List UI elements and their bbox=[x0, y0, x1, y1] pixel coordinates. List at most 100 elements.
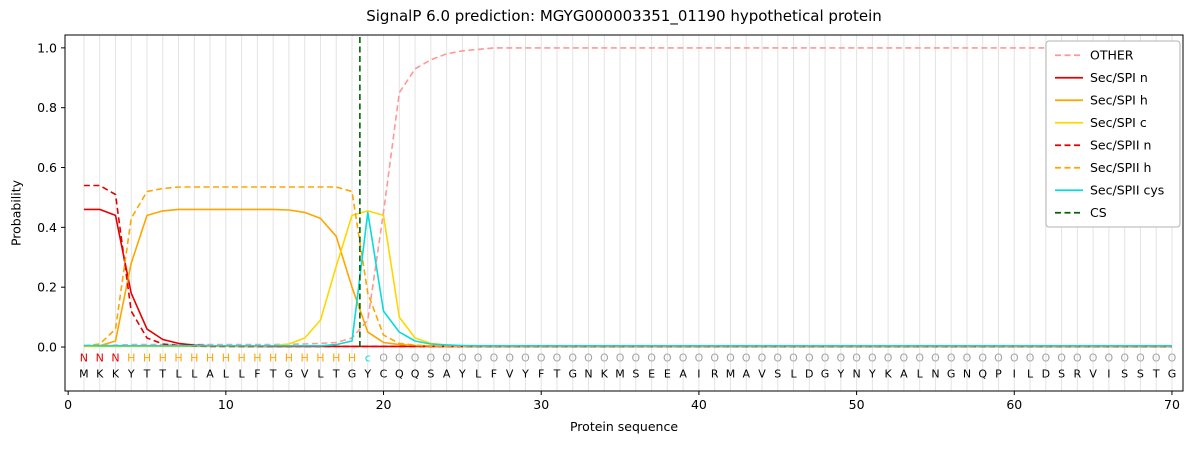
residue-letter: R bbox=[711, 368, 719, 381]
region-label: N bbox=[111, 351, 119, 364]
x-axis-label: Protein sequence bbox=[569, 419, 679, 434]
region-label: O bbox=[616, 351, 625, 364]
series-line-other bbox=[83, 47, 1172, 347]
residue-letter: T bbox=[158, 368, 166, 381]
region-label: N bbox=[96, 351, 104, 364]
residue-letter: A bbox=[443, 368, 451, 381]
region-label: O bbox=[395, 351, 404, 364]
region-label: O bbox=[1073, 351, 1082, 364]
region-label: O bbox=[1120, 351, 1129, 364]
series-line-sec-spi-h bbox=[83, 208, 1172, 347]
region-label: O bbox=[726, 351, 735, 364]
residue-letter: A bbox=[679, 368, 687, 381]
region-label: H bbox=[285, 351, 293, 364]
residue-letter: K bbox=[885, 368, 893, 381]
region-label: O bbox=[915, 351, 924, 364]
region-label: O bbox=[868, 351, 877, 364]
region-label: O bbox=[379, 351, 388, 364]
residue-letter: F bbox=[254, 368, 260, 381]
x-tick-label: 0 bbox=[64, 397, 72, 412]
residue-letter: T bbox=[143, 368, 151, 381]
residue-letter: Y bbox=[363, 368, 371, 381]
residue-letter: A bbox=[900, 368, 908, 381]
residue-letter: G bbox=[568, 368, 577, 381]
residue-letter: N bbox=[852, 368, 860, 381]
x-tick-label: 20 bbox=[376, 397, 392, 412]
axes-border bbox=[64, 34, 1184, 392]
region-label: O bbox=[1010, 351, 1019, 364]
region-label: H bbox=[316, 351, 324, 364]
region-label: H bbox=[332, 351, 340, 364]
region-label: O bbox=[947, 351, 956, 364]
region-label: O bbox=[900, 351, 909, 364]
residue-letter: T bbox=[269, 368, 277, 381]
legend-label: Sec/SPI h bbox=[1090, 93, 1148, 108]
region-label: H bbox=[127, 351, 135, 364]
region-label: O bbox=[426, 351, 435, 364]
region-label: O bbox=[521, 351, 530, 364]
residue-letter: V bbox=[1089, 368, 1097, 381]
y-tick-label: 0.6 bbox=[37, 160, 57, 175]
region-label: H bbox=[348, 351, 356, 364]
residue-letter: G bbox=[285, 368, 294, 381]
region-label: O bbox=[584, 351, 593, 364]
x-tick-label: 40 bbox=[691, 397, 707, 412]
residue-letter: K bbox=[601, 368, 609, 381]
residue-letter: I bbox=[1013, 368, 1016, 381]
y-tick-label: 0.8 bbox=[37, 100, 57, 115]
region-label: O bbox=[411, 351, 420, 364]
residue-letter: L bbox=[175, 368, 182, 381]
legend-label: Sec/SPII n bbox=[1090, 138, 1151, 153]
x-tick-label: 30 bbox=[533, 397, 549, 412]
residue-letter: T bbox=[1152, 368, 1160, 381]
residue-letter: S bbox=[1137, 368, 1144, 381]
region-label: H bbox=[190, 351, 198, 364]
residue-letter: A bbox=[206, 368, 214, 381]
residue-letter: M bbox=[615, 368, 625, 381]
region-label: O bbox=[789, 351, 798, 364]
legend-box bbox=[1045, 40, 1181, 228]
x-tick-label: 50 bbox=[849, 397, 865, 412]
residue-letter: L bbox=[1027, 368, 1034, 381]
region-label: H bbox=[143, 351, 151, 364]
residue-letter: R bbox=[1074, 368, 1082, 381]
region-label: c bbox=[365, 351, 371, 364]
region-label: O bbox=[1041, 351, 1050, 364]
residue-letter: G bbox=[348, 368, 357, 381]
residue-letter: V bbox=[758, 368, 766, 381]
residue-letter: N bbox=[963, 368, 971, 381]
chart-title: SignalP 6.0 prediction: MGYG000003351_01… bbox=[366, 7, 882, 25]
residue-letter: M bbox=[79, 368, 89, 381]
region-label: O bbox=[978, 351, 987, 364]
residue-letter: M bbox=[726, 368, 736, 381]
region-label: H bbox=[253, 351, 261, 364]
residue-letter: T bbox=[332, 368, 340, 381]
residue-letter: S bbox=[427, 368, 434, 381]
region-label: O bbox=[710, 351, 719, 364]
region-label: O bbox=[537, 351, 546, 364]
region-label: O bbox=[600, 351, 609, 364]
residue-letter: Q bbox=[395, 368, 404, 381]
region-label: N bbox=[80, 351, 88, 364]
residue-letter: Y bbox=[521, 368, 529, 381]
y-tick-label: 1.0 bbox=[37, 40, 57, 55]
region-label: O bbox=[821, 351, 830, 364]
region-label: O bbox=[836, 351, 845, 364]
region-label: O bbox=[805, 351, 814, 364]
y-axis-label: Probability bbox=[8, 179, 24, 247]
residue-letter: Y bbox=[836, 368, 844, 381]
region-label: O bbox=[647, 351, 656, 364]
series-line-sec-spi-n bbox=[83, 208, 1172, 348]
region-label: O bbox=[553, 351, 562, 364]
region-label: H bbox=[237, 351, 245, 364]
region-label: O bbox=[1057, 351, 1066, 364]
residue-letter: I bbox=[1107, 368, 1110, 381]
residue-letter: Y bbox=[127, 368, 135, 381]
residue-letter: D bbox=[1042, 368, 1050, 381]
residue-letter: N bbox=[584, 368, 592, 381]
region-label: O bbox=[1168, 351, 1177, 364]
region-label: O bbox=[1152, 351, 1161, 364]
region-label: O bbox=[568, 351, 577, 364]
residue-letter: T bbox=[553, 368, 561, 381]
